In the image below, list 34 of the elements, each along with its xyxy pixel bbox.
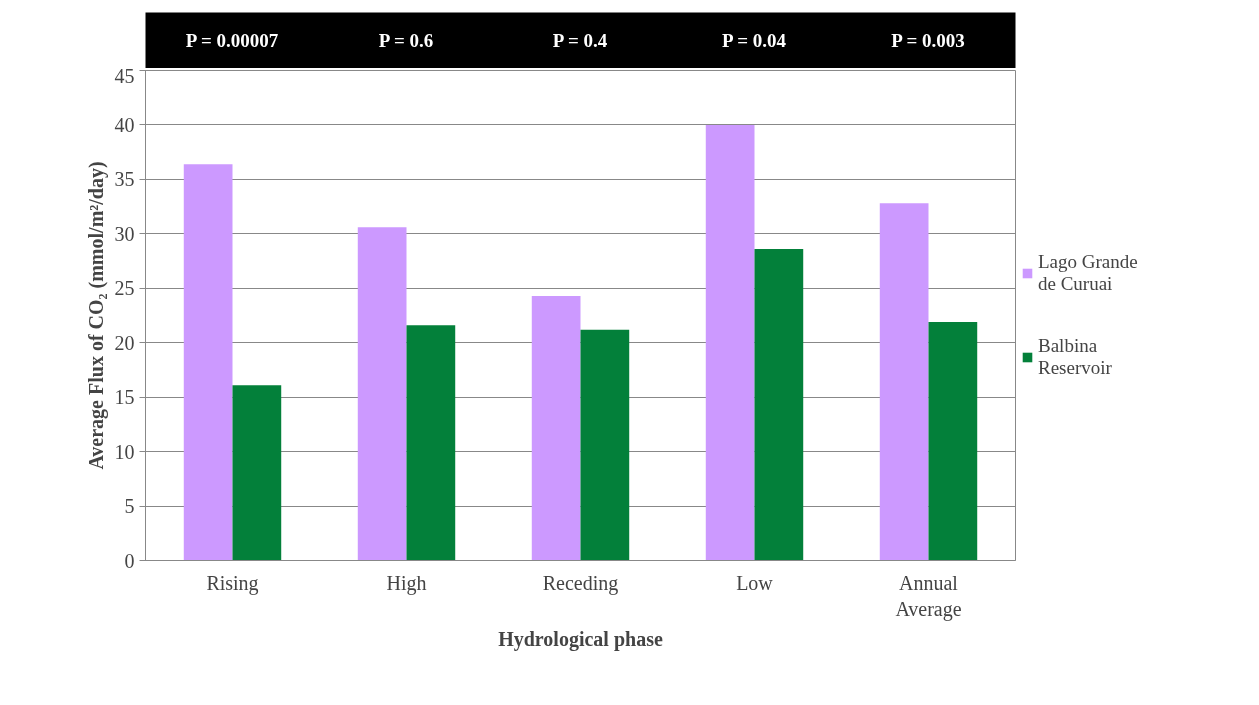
text: P = 0.00007 — [185, 30, 279, 51]
y-tick-label: 45 — [114, 64, 135, 87]
bar — [183, 164, 233, 561]
y-tick-label: 30 — [114, 222, 135, 245]
x-tick-label: Annual Average — [895, 571, 962, 621]
bar — [406, 325, 456, 561]
text: P = 0.6 — [378, 30, 434, 51]
x-axis-title: Hydrological phase — [498, 627, 663, 651]
bar — [928, 322, 978, 561]
x-tick-label: High — [386, 571, 427, 595]
y-axis-title: Average Flux of CO₂ (mmol/m²/day) — [84, 161, 108, 470]
y-tick-label: 15 — [114, 386, 135, 409]
x-tick-label: Low — [736, 571, 774, 594]
x-tick-label: Rising — [206, 571, 259, 595]
text: P = 0.4 — [552, 30, 608, 51]
bar — [531, 295, 581, 561]
text: P = 0.003 — [891, 30, 965, 51]
y-tick-label: 20 — [114, 331, 135, 354]
legend-label: Lago Grande de Curuai — [1038, 251, 1138, 295]
bar — [580, 329, 630, 561]
y-tick-label: 0 — [124, 549, 135, 572]
text: P = 0.04 — [721, 30, 787, 51]
y-tick-label: 5 — [124, 495, 135, 518]
bar — [705, 124, 755, 561]
bar — [232, 385, 282, 561]
y-tick-label: 10 — [114, 440, 135, 463]
legend-label: Balbina Reservoir — [1038, 335, 1112, 379]
bar — [879, 203, 929, 561]
x-tick-label: Receding — [542, 571, 619, 595]
bar — [754, 249, 804, 561]
y-tick-label: 35 — [114, 168, 135, 191]
bar — [357, 227, 407, 561]
y-tick-label: 25 — [114, 277, 135, 300]
y-tick-label: 40 — [114, 113, 135, 136]
